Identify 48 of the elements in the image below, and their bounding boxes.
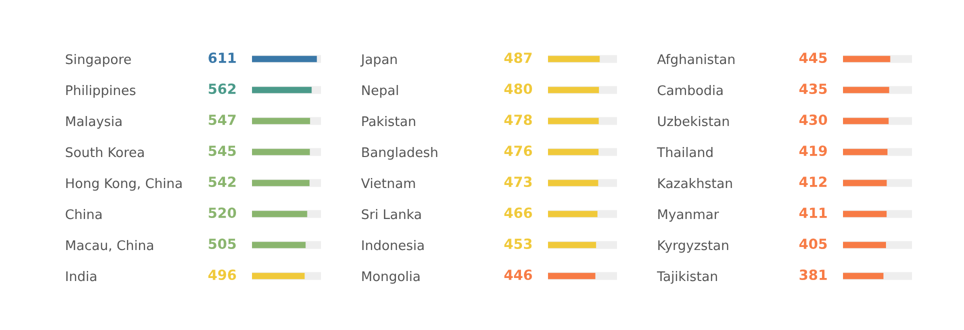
data-label: 381	[800, 270, 827, 280]
data-label: 435	[799, 84, 827, 94]
data-label: 411	[799, 208, 827, 218]
data-label: 473	[504, 176, 532, 188]
y-tick-label: Tajikistan	[656, 270, 717, 284]
data-label: 446	[504, 270, 532, 280]
y-tick-label: Japan	[360, 54, 397, 67]
y-tick-label: Bangladesh	[362, 146, 438, 160]
y-tick-label: Nepal	[362, 84, 398, 98]
data-label: 547	[208, 114, 236, 126]
data-label: 520	[208, 208, 236, 218]
y-tick-label: Thailand	[656, 146, 712, 158]
data-label: 480	[504, 84, 532, 94]
y-tick-label: Singapore	[66, 54, 131, 67]
data-label: 419	[799, 146, 827, 156]
y-tick-label: Afghanistan	[657, 54, 734, 67]
data-label: 562	[208, 84, 236, 94]
y-tick-label: Myanmar	[658, 209, 720, 222]
data-label: 545	[208, 146, 236, 156]
y-tick-label: India	[66, 270, 96, 282]
data-label: 611	[208, 52, 236, 64]
data-label: 505	[208, 238, 236, 250]
y-tick-label: Pakistan	[362, 116, 416, 126]
data-label: 453	[504, 238, 532, 250]
data-label: 542	[208, 176, 236, 188]
data-label: 476	[504, 146, 532, 156]
data-label: 412	[799, 176, 827, 187]
y-tick-label: Philippines	[66, 84, 136, 98]
y-tick-label: South Korea	[66, 146, 144, 158]
y-tick-label: Indonesia	[362, 240, 424, 250]
data-label: 430	[799, 114, 828, 126]
data-label: 445	[799, 52, 827, 64]
y-tick-label: Cambodia	[658, 84, 723, 96]
y-tick-label: Kyrgyzstan	[658, 240, 728, 253]
y-tick-label: Mongolia	[362, 270, 420, 284]
y-tick-label: Vietnam	[361, 178, 415, 188]
data-label: 466	[504, 208, 532, 218]
data-label: 487	[504, 52, 532, 64]
y-tick-label: Sri Lanka	[362, 208, 421, 220]
y-tick-label: Malaysia	[66, 116, 122, 129]
y-tick-label: Macau, China	[66, 240, 154, 252]
data-label: 496	[208, 270, 236, 280]
data-label: 478	[504, 114, 532, 126]
y-tick-label: Uzbekistan	[658, 116, 729, 126]
y-tick-label: Kazakhstan	[658, 178, 732, 188]
data-label: 405	[799, 238, 827, 250]
y-tick-label: China	[66, 208, 102, 220]
y-tick-label: Hong Kong, China	[66, 178, 182, 191]
